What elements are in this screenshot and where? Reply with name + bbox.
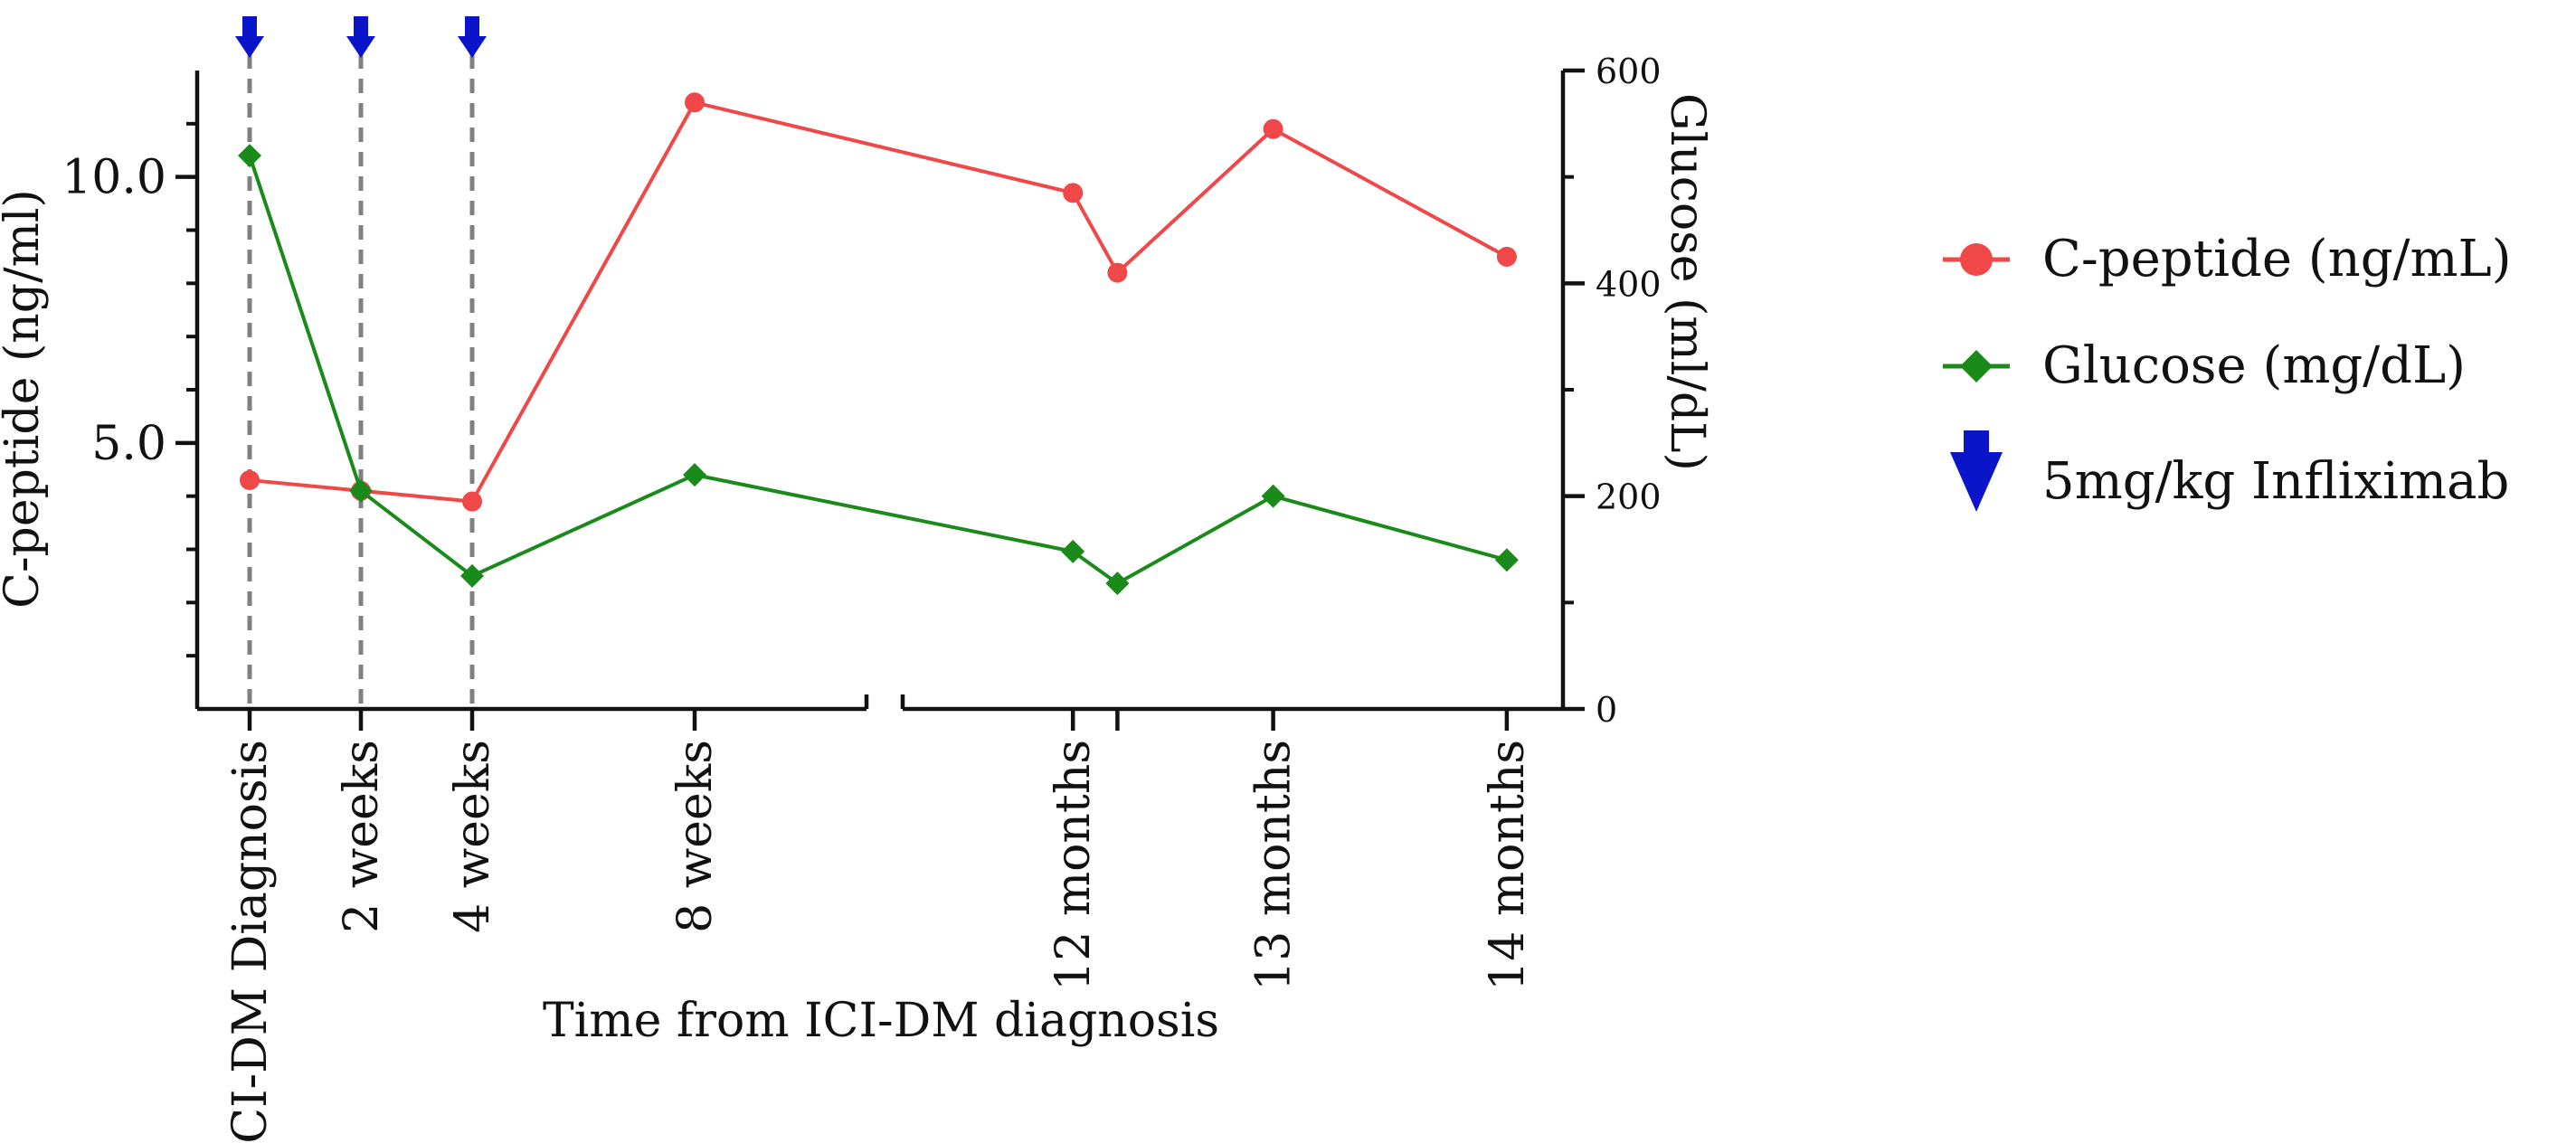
infliximab-arrow-marker (235, 16, 264, 58)
glucose-point (1261, 484, 1285, 508)
right-y-tick-label: 0 (1596, 690, 1617, 730)
glucose-point (1494, 548, 1519, 572)
legend-label-infliximab: 5mg/kg Infliximab (2042, 452, 2509, 511)
c-peptide-point (685, 92, 705, 113)
series-line-glucose (248, 155, 1508, 586)
x-tick-label: 8 weeks (668, 740, 723, 933)
legend-item-c-peptide: C-peptide (ng/mL) (1943, 230, 2512, 288)
x-tick-label: 4 weeks (446, 740, 500, 933)
glucose-point (683, 463, 706, 487)
plot-area: 5.0 10.0 0 200 400 600 ICI-DM Diagnosis 2 weeks… (62, 16, 1662, 1143)
glucose-point (1105, 572, 1130, 596)
right-y-axis-title: Glucose (ml/dL) (1660, 93, 1714, 471)
c-peptide-point (1107, 262, 1128, 283)
x-tick-label: 12 months (1046, 740, 1101, 991)
c-peptide-point (1496, 246, 1517, 267)
x-tick-label: 13 months (1247, 740, 1302, 991)
legend-label-glucose: Glucose (mg/dL) (2042, 336, 2466, 395)
infliximab-arrow-marker (346, 16, 375, 58)
infliximab-arrow-marker (458, 16, 487, 58)
legend-label-c-peptide: C-peptide (ng/mL) (2042, 230, 2512, 288)
c-peptide-point (462, 491, 482, 512)
glucose-point (349, 478, 373, 503)
glucose-point (1061, 539, 1085, 563)
right-y-tick-label: 200 (1596, 477, 1662, 517)
legend-circle-marker-icon (1960, 243, 1993, 276)
legend-diamond-marker-icon (1960, 350, 1993, 383)
left-y-axis-title: C-peptide (ng/ml) (0, 189, 50, 609)
c-peptide-point (1063, 183, 1084, 203)
right-y-tick-label: 400 (1596, 264, 1662, 304)
legend-item-infliximab: 5mg/kg Infliximab (1950, 430, 2509, 512)
c-peptide-point (240, 470, 260, 491)
x-tick-label: 2 weeks (335, 740, 389, 933)
left-y-tick-label: 10.0 (62, 151, 166, 205)
series-line-c-peptide (249, 100, 1508, 504)
x-axis-title: Time from ICI-DM diagnosis (543, 994, 1219, 1048)
legend-item-glucose: Glucose (mg/dL) (1943, 336, 2466, 395)
down-arrow-icon (1950, 430, 2003, 512)
legend: C-peptide (ng/mL) Glucose (mg/dL) 5mg/kg… (1943, 230, 2512, 512)
glucose-point (238, 144, 261, 168)
glucose-point (460, 563, 484, 588)
c-peptide-point (1263, 118, 1283, 139)
x-tick-label: ICI-DM Diagnosis (223, 740, 278, 1143)
right-y-tick-label: 600 (1596, 52, 1662, 91)
x-tick-label: 14 months (1481, 740, 1535, 991)
left-y-tick-label: 5.0 (91, 417, 166, 471)
